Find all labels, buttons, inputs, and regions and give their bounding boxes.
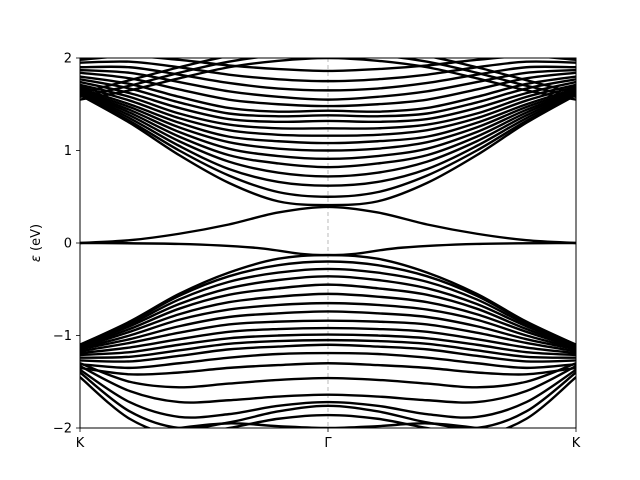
- band-line-32: [80, 319, 576, 353]
- band-line-35: [80, 338, 576, 359]
- band-line-23: [80, 58, 576, 95]
- band-line-39: [80, 362, 576, 389]
- y-tick-label-4: 1: [64, 144, 72, 159]
- y-tick-label-1: −2: [53, 422, 72, 437]
- band-line-11: [80, 85, 576, 137]
- band-line-15: [80, 75, 576, 113]
- band-line-19: [80, 60, 576, 83]
- band-line-12: [80, 83, 576, 130]
- band-line-36: [80, 343, 576, 363]
- band-line-5: [80, 92, 576, 187]
- y-axis-label: ε (eV): [29, 224, 44, 262]
- band-line-24: [80, 253, 576, 346]
- x-tick-label-1: K: [76, 436, 85, 451]
- band-line-1: [80, 205, 576, 245]
- band-line-40: [80, 364, 576, 404]
- y-tick-label-2: −1: [53, 329, 72, 344]
- band-line-14: [80, 78, 576, 118]
- band-line-4: [80, 93, 576, 198]
- band-line-9: [80, 89, 576, 152]
- band-line-8: [80, 90, 576, 161]
- band-line-33: [80, 326, 576, 355]
- band-line-27: [80, 275, 576, 347]
- band-line-13: [80, 80, 576, 124]
- band-line-6: [80, 91, 576, 178]
- y-tick-label-3: 0: [64, 237, 72, 252]
- band-line-34: [80, 333, 576, 357]
- band-line-18: [80, 65, 576, 92]
- band-line-38: [80, 362, 576, 376]
- band-line-16: [80, 71, 576, 108]
- band-line-43: [80, 375, 576, 428]
- y-axis-ticks: −2 −1 0 1 2: [53, 52, 80, 437]
- y-tick-label-5: 2: [64, 52, 72, 67]
- band-line-3: [80, 93, 576, 207]
- band-line-25: [80, 260, 576, 346]
- band-line-42: [80, 371, 576, 428]
- band-line-29: [80, 292, 576, 349]
- band-line-22: [80, 58, 576, 99]
- band-line-31: [80, 310, 576, 351]
- x-tick-label-2: Γ: [324, 436, 332, 451]
- band-line-26: [80, 267, 576, 347]
- band-line-17: [80, 68, 576, 101]
- band-line-21: [80, 58, 576, 101]
- band-lines: [80, 58, 576, 428]
- band-line-7: [80, 91, 576, 169]
- x-tick-label-3: K: [572, 436, 581, 451]
- band-line-41: [80, 368, 576, 419]
- band-line-37: [80, 351, 576, 370]
- band-line-28: [80, 283, 576, 348]
- band-line-44: [170, 422, 486, 428]
- band-line-10: [80, 87, 576, 145]
- band-line-30: [80, 301, 576, 350]
